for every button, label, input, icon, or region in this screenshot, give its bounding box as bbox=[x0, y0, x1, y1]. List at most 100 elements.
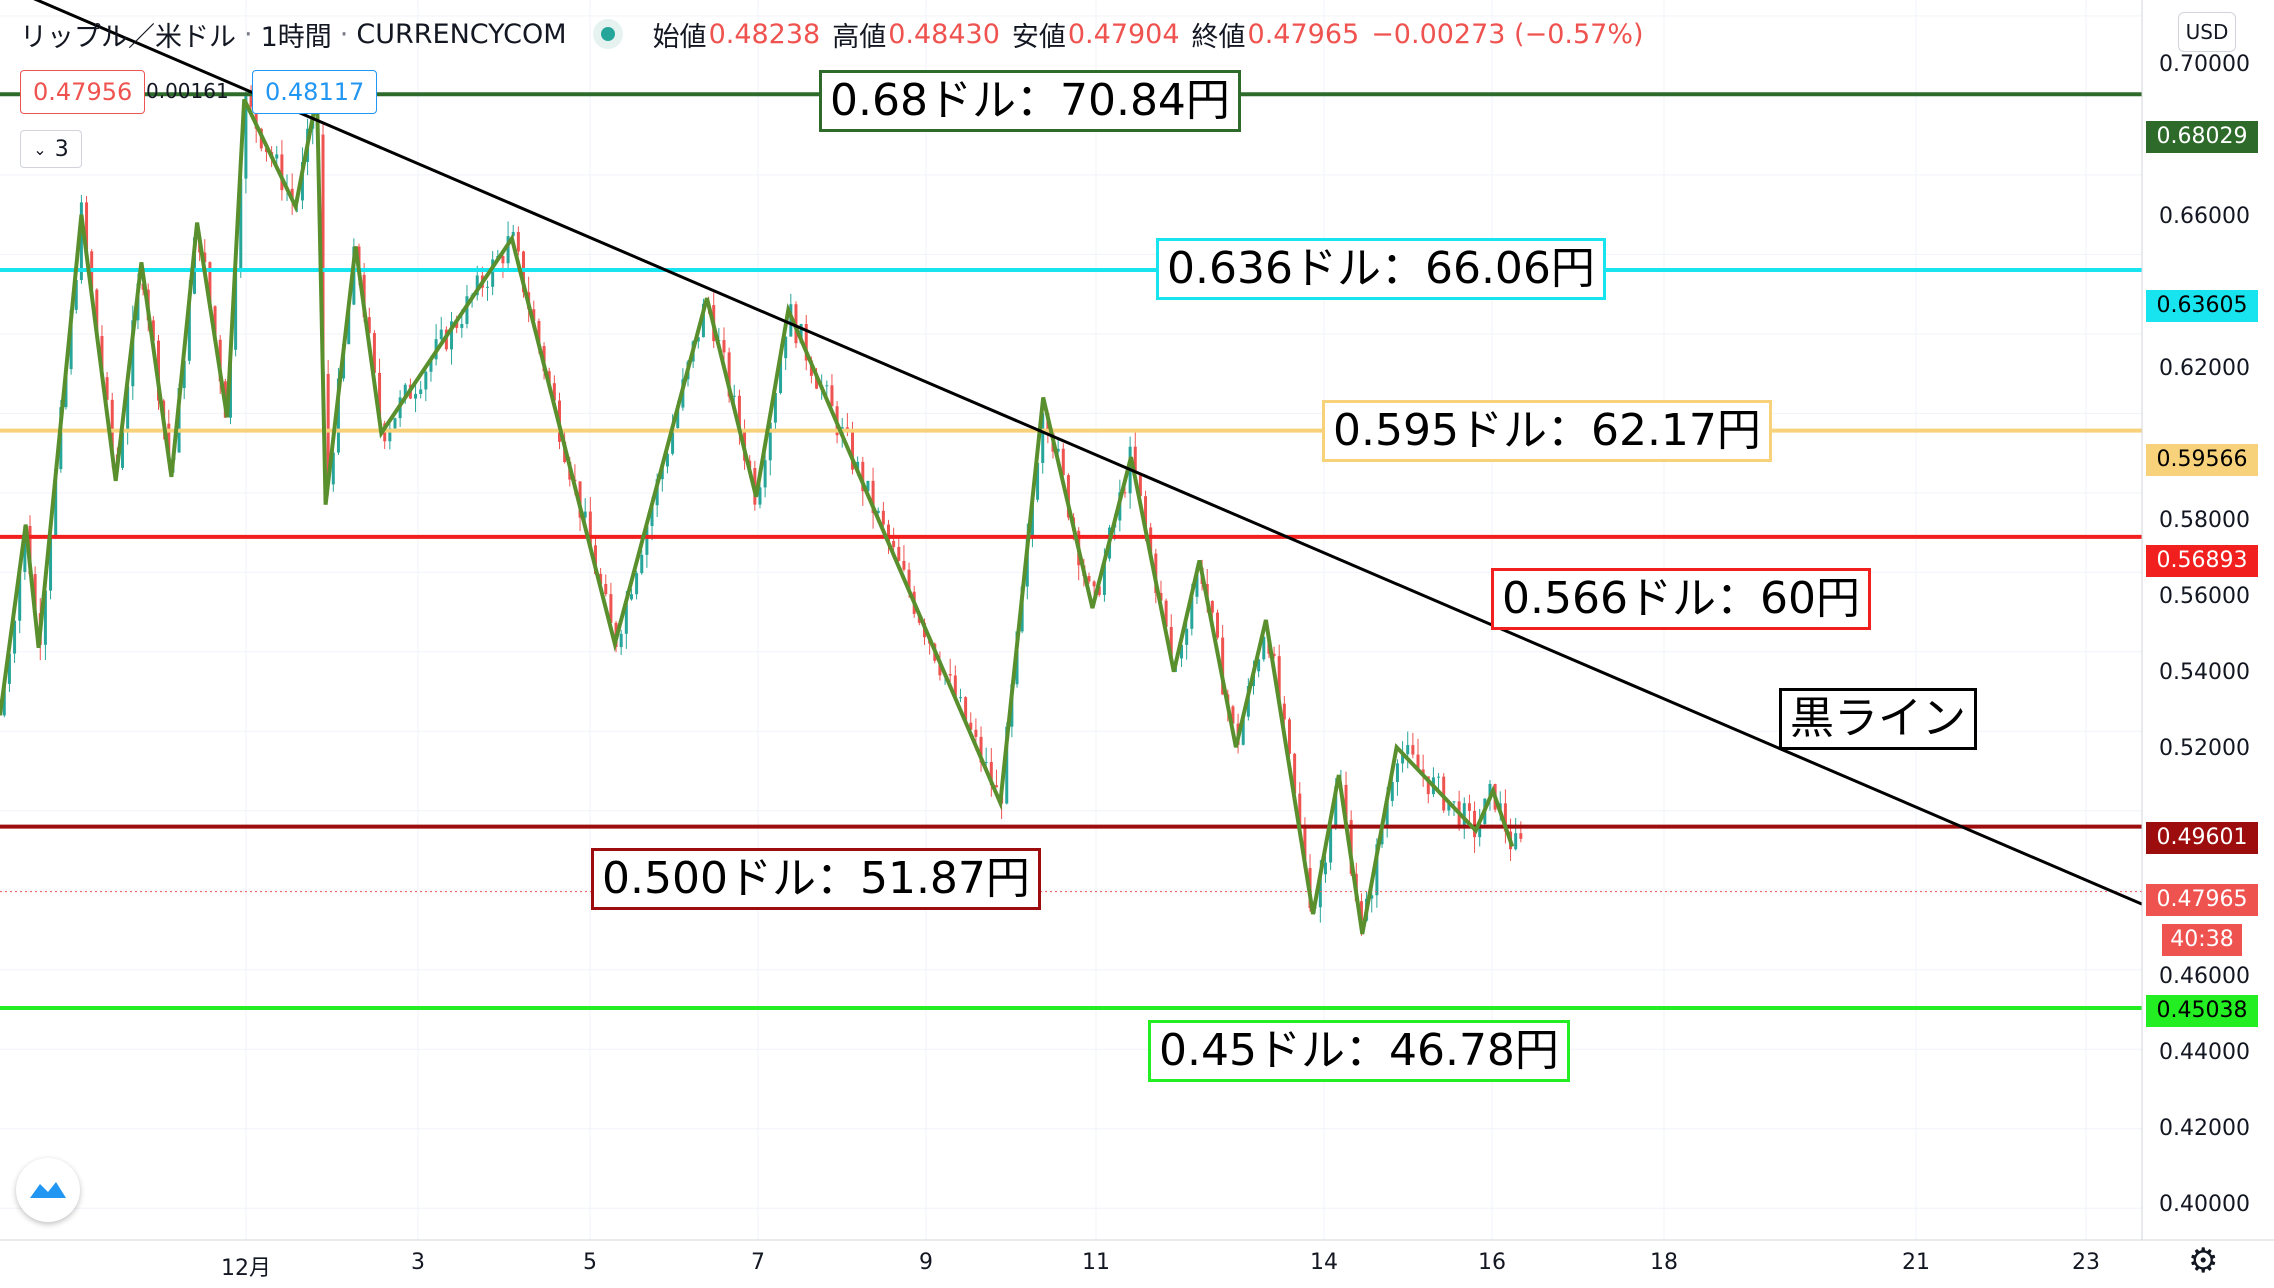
candle-body bbox=[696, 337, 700, 342]
countdown-tag: 40:38 bbox=[2162, 924, 2242, 956]
open-value: 0.48238 bbox=[708, 18, 821, 50]
level-tag-045038: 0.45038 bbox=[2146, 995, 2258, 1027]
level-tag-063605: 0.63605 bbox=[2146, 290, 2258, 322]
candle-body bbox=[1277, 656, 1281, 704]
annotation-0636[interactable]: 0.636ドル：66.06円 bbox=[1156, 238, 1606, 300]
candle-body bbox=[701, 303, 705, 338]
candle-body bbox=[1370, 895, 1374, 899]
candle-body bbox=[347, 304, 351, 345]
candle-body bbox=[1293, 753, 1297, 794]
candle-body bbox=[249, 95, 253, 107]
low-label: 安値 bbox=[1011, 21, 1066, 53]
candle-body bbox=[1390, 781, 1394, 801]
candle-body bbox=[609, 594, 613, 623]
candle-body bbox=[588, 511, 592, 546]
candle-body bbox=[665, 453, 669, 467]
candle-body bbox=[604, 583, 608, 595]
candle-body bbox=[455, 321, 459, 328]
candle-body bbox=[74, 279, 78, 310]
trendline bbox=[33, 0, 2143, 906]
annotation-0500[interactable]: 0.500ドル：51.87円 bbox=[591, 848, 1041, 910]
candle-body bbox=[43, 590, 47, 645]
settings-gear-icon[interactable]: ⚙ bbox=[2188, 1241, 2219, 1281]
candle-body bbox=[7, 653, 11, 684]
black-trendline bbox=[33, 0, 2143, 906]
candle-body bbox=[110, 399, 114, 455]
candle-body bbox=[881, 510, 885, 525]
candle-body bbox=[984, 761, 988, 763]
candle-body bbox=[640, 554, 644, 574]
candle-body bbox=[1005, 726, 1009, 804]
candle-body bbox=[1287, 719, 1291, 754]
candle-body bbox=[650, 505, 654, 527]
zigzag-line bbox=[0, 95, 1515, 935]
open-label: 始値 bbox=[652, 21, 707, 53]
candle-body bbox=[1406, 745, 1410, 755]
candle-body bbox=[450, 321, 454, 350]
candle-body bbox=[1416, 754, 1420, 770]
candle-body bbox=[388, 428, 392, 442]
candle-body bbox=[779, 358, 783, 393]
candle-body bbox=[414, 393, 418, 399]
annotation-0566[interactable]: 0.566ドル：60円 bbox=[1491, 568, 1871, 630]
annotation-black-line[interactable]: 黒ライン bbox=[1779, 688, 1977, 750]
candle-body bbox=[13, 620, 17, 654]
candle-body bbox=[1514, 833, 1518, 850]
candle-body bbox=[969, 722, 973, 730]
candle-body bbox=[18, 571, 22, 621]
candle-body bbox=[95, 289, 99, 337]
candle-body bbox=[948, 674, 952, 676]
candle-body bbox=[1473, 810, 1477, 838]
annotation-068[interactable]: 0.68ドル：70.84円 bbox=[819, 70, 1241, 132]
candle-body bbox=[784, 336, 788, 359]
candle-body bbox=[1334, 786, 1338, 828]
candle-body bbox=[938, 660, 942, 676]
candle-body bbox=[1138, 472, 1142, 497]
candle-body bbox=[167, 423, 171, 460]
buy-price-button[interactable]: 0.48117 bbox=[252, 70, 378, 114]
candle-body bbox=[182, 360, 186, 389]
candle-body bbox=[321, 134, 325, 374]
high-value: 0.48430 bbox=[888, 18, 1000, 50]
candle-body bbox=[804, 324, 808, 361]
candle-body bbox=[866, 480, 870, 492]
high-label: 高値 bbox=[832, 21, 887, 53]
candle-body bbox=[1221, 637, 1225, 695]
annotation-0595[interactable]: 0.595ドル：62.17円 bbox=[1322, 400, 1772, 462]
candle-body bbox=[1395, 763, 1399, 782]
interval-label[interactable]: 1時間 bbox=[260, 21, 332, 53]
candle-body bbox=[624, 599, 628, 634]
candle-body bbox=[486, 286, 490, 288]
level-tag-049601: 0.49601 bbox=[2146, 822, 2258, 854]
candle-body bbox=[69, 309, 73, 370]
candle-body bbox=[121, 430, 125, 468]
tradingview-logo-icon[interactable] bbox=[16, 1158, 80, 1222]
annotation-045[interactable]: 0.45ドル：46.78円 bbox=[1148, 1020, 1570, 1082]
candle-body bbox=[1442, 776, 1446, 811]
candle-body bbox=[763, 460, 767, 488]
candle-body bbox=[964, 697, 968, 723]
candle-body bbox=[1272, 653, 1276, 657]
candle-body bbox=[506, 236, 510, 264]
candle-body bbox=[1066, 475, 1070, 518]
close-value: 0.47965 bbox=[1247, 18, 1360, 50]
chevron-down-icon: ⌄ bbox=[33, 139, 47, 159]
candle-body bbox=[552, 383, 556, 401]
candle-body bbox=[105, 377, 109, 400]
candle-body bbox=[825, 385, 829, 387]
candle-body bbox=[547, 371, 551, 384]
candle-body bbox=[907, 569, 911, 592]
candle-body bbox=[758, 487, 762, 505]
candle-body bbox=[1061, 448, 1065, 476]
currency-button[interactable]: USD bbox=[2178, 12, 2236, 52]
indicators-collapse-button[interactable]: ⌄ 3 bbox=[20, 130, 82, 168]
candle-body bbox=[1123, 492, 1127, 494]
candle-body bbox=[1478, 824, 1482, 838]
candle-body bbox=[876, 510, 880, 514]
candle-body bbox=[773, 392, 777, 423]
candle-body bbox=[583, 511, 587, 518]
sell-price-button[interactable]: 0.47956 bbox=[20, 70, 146, 114]
x-tick-label: 12月 bbox=[221, 1256, 271, 1281]
symbol-title[interactable]: リップル／米ドル bbox=[20, 21, 236, 53]
